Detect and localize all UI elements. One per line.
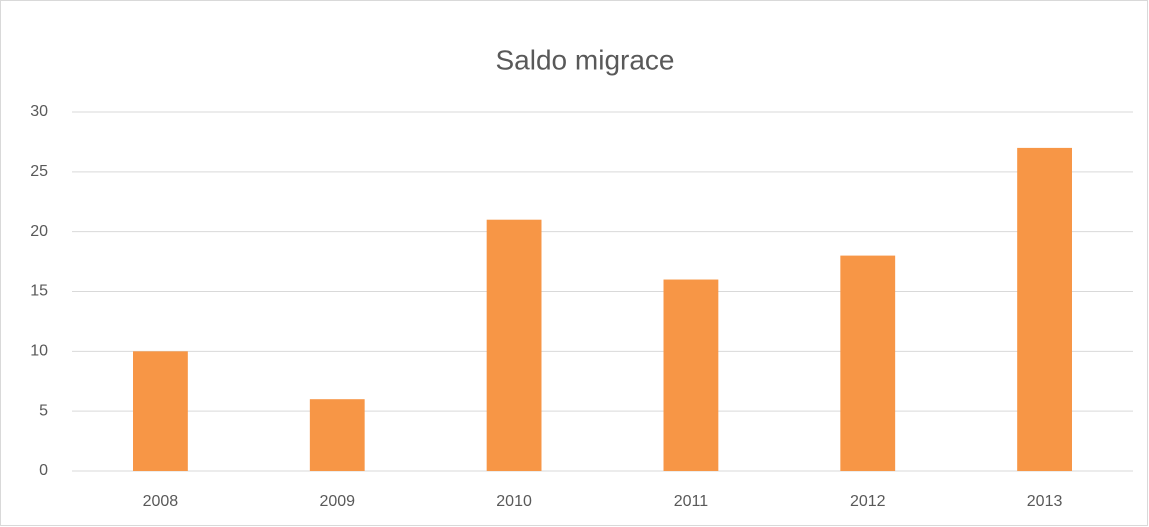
x-tick-label: 2010 <box>496 493 532 510</box>
y-tick-label: 30 <box>30 103 48 120</box>
x-tick-label: 2013 <box>1027 493 1063 510</box>
bar <box>309 399 365 471</box>
y-tick-label: 5 <box>39 402 48 419</box>
y-tick-label: 10 <box>30 343 48 360</box>
x-tick-label: 2011 <box>674 493 709 510</box>
y-tick-label: 0 <box>39 462 48 479</box>
x-tick-label: 2008 <box>143 493 179 510</box>
bar <box>486 219 542 471</box>
x-tick-label: 2009 <box>319 493 355 510</box>
bar <box>1017 147 1072 471</box>
bar <box>133 351 188 471</box>
y-tick-label: 25 <box>30 163 48 180</box>
y-tick-label: 20 <box>30 223 48 240</box>
bar <box>840 255 896 471</box>
x-tick-label: 2012 <box>850 493 886 510</box>
bar <box>663 279 719 471</box>
y-tick-label: 15 <box>30 283 48 300</box>
chart-title: Saldo migrace <box>496 44 675 75</box>
